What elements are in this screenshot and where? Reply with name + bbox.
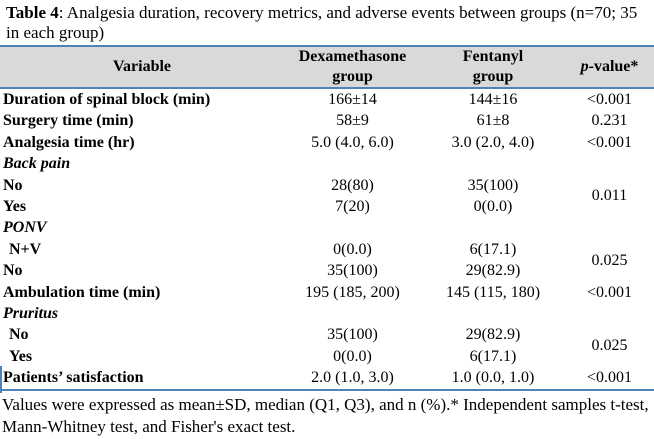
- row-label: No: [3, 176, 23, 194]
- table-row: Surgery time (min) 58±9 61±8 0.231: [0, 110, 654, 131]
- p-value: <0.001: [565, 367, 654, 391]
- table-row: N+V 0(0.0) 6(17.1) 0.025: [0, 239, 654, 269]
- p-value: [565, 153, 654, 174]
- analgesia-results-table: Variable Dexamethasone group Fentanyl gr…: [0, 45, 654, 391]
- row-label: Patients’ satisfaction: [0, 367, 284, 391]
- fentanyl-value: 0(0.0): [473, 198, 513, 216]
- fentanyl-value: 35(100): [467, 176, 519, 194]
- row-label: Yes: [9, 347, 33, 365]
- dexamethasone-value: 58±9: [336, 112, 369, 130]
- p-value: <0.001: [586, 283, 633, 301]
- table-row: No 28(80) 35(100) 0.011: [0, 175, 654, 205]
- fentanyl-value: 1.0 (0.0, 1.0): [421, 367, 565, 391]
- p-value: <0.001: [586, 91, 633, 108]
- fentanyl-value: 3.0 (2.0, 4.0): [451, 133, 535, 151]
- table-row: Ambulation time (min) 195 (185, 200) 145…: [0, 282, 654, 303]
- p-value: [565, 303, 654, 324]
- section-row-pruritus: Pruritus: [0, 303, 654, 324]
- row-label: Surgery time (min): [3, 112, 134, 130]
- fentanyl-value: 61±8: [476, 112, 510, 130]
- dexamethasone-value: [284, 303, 421, 324]
- fentanyl-value: 6(17.1): [469, 347, 517, 365]
- row-label: N+V: [9, 240, 42, 258]
- p-value-shared: 0.025: [591, 337, 628, 355]
- dexamethasone-value: 0(0.0): [333, 347, 372, 365]
- row-label: No: [3, 262, 23, 280]
- table-row: No 35(100) 29(82.9): [0, 260, 654, 281]
- p-value: [565, 217, 654, 238]
- table-row: Duration of spinal block (min) 166±14 14…: [0, 88, 654, 110]
- fentanyl-value: 145 (115, 180): [445, 283, 541, 301]
- row-label: Yes: [3, 198, 27, 216]
- row-label: Ambulation time (min): [3, 283, 161, 301]
- section-label: PONV: [3, 219, 47, 237]
- dexamethasone-value: 28(80): [331, 176, 374, 194]
- pvalue-header-rest: -value*: [588, 58, 639, 75]
- table-row: Yes 7(20) 0(0.0): [0, 196, 654, 217]
- p-value: 0.231: [591, 112, 628, 130]
- table-footnote: Values were expressed as mean±SD, median…: [2, 394, 649, 436]
- header-row: Variable Dexamethasone group Fentanyl gr…: [0, 45, 654, 89]
- section-row-ponv: PONV: [0, 217, 654, 238]
- table-row: No 35(100) 29(82.9) 0.025: [0, 324, 654, 354]
- dexamethasone-value: 166±14: [328, 91, 377, 108]
- fentanyl-value: 6(17.1): [469, 240, 517, 258]
- dexamethasone-value: [284, 153, 421, 174]
- table-caption-label: Table 4: [6, 3, 59, 22]
- row-label: Duration of spinal block (min): [3, 91, 211, 108]
- table-row: Analgesia time (hr) 5.0 (4.0, 6.0) 3.0 (…: [0, 132, 654, 153]
- table-row: Yes 0(0.0) 6(17.1): [0, 346, 654, 367]
- table-caption: Table 4: Analgesia duration, recovery me…: [0, 0, 654, 43]
- col-header-pvalue: p-value*: [565, 45, 654, 89]
- p-value-shared: 0.025: [591, 251, 628, 269]
- table-row: Patients’ satisfaction 2.0 (1.0, 3.0) 1.…: [0, 367, 654, 391]
- fentanyl-value: 29(82.9): [465, 262, 521, 280]
- p-value-shared: 0.011: [591, 187, 628, 205]
- dexamethasone-value: 35(100): [327, 326, 378, 344]
- dexamethasone-value: 195 (185, 200): [305, 283, 400, 301]
- section-label: Back pain: [3, 155, 71, 173]
- fentanyl-value: [421, 217, 565, 238]
- fentanyl-value: 29(82.9): [465, 326, 521, 344]
- col-header-dexamethasone-group: Dexamethasone group: [284, 45, 421, 89]
- left-border-mark: [0, 366, 2, 393]
- row-label: No: [9, 326, 29, 344]
- fentanyl-value: 144±16: [468, 91, 518, 108]
- dexamethasone-value: 35(100): [327, 262, 378, 280]
- dexamethasone-value: 2.0 (1.0, 3.0): [284, 367, 421, 391]
- fentanyl-value: [421, 303, 565, 324]
- table-caption-text: : Analgesia duration, recovery metrics, …: [6, 3, 638, 42]
- dexamethasone-value: 7(20): [335, 198, 370, 216]
- section-row-back-pain: Back pain: [0, 153, 654, 174]
- dexamethasone-value: 5.0 (4.0, 6.0): [311, 133, 394, 151]
- col-header-variable: Variable: [0, 45, 284, 89]
- fentanyl-value: [421, 153, 565, 174]
- dexamethasone-value: [284, 217, 421, 238]
- pvalue-header-italic-p: p: [580, 58, 589, 75]
- dexamethasone-value: 0(0.0): [333, 240, 372, 258]
- row-label: Analgesia time (hr): [3, 133, 135, 151]
- section-label: Pruritus: [3, 305, 59, 323]
- p-value: <0.001: [586, 133, 633, 151]
- col-header-fentanyl-group: Fentanyl group: [421, 45, 565, 89]
